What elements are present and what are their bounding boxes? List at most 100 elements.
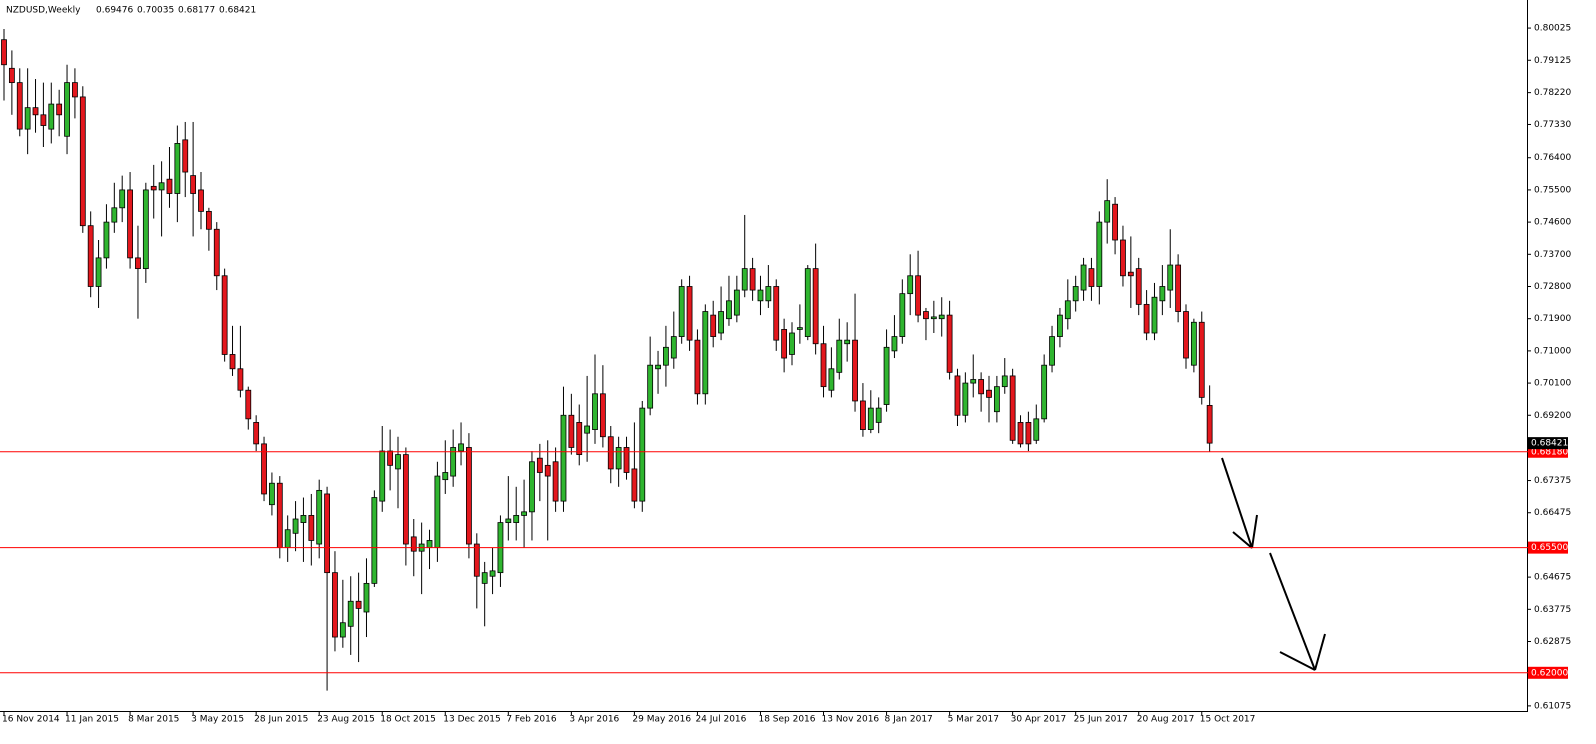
candle-body [8,67,15,84]
candle-body [473,543,480,577]
candle-body [670,336,677,359]
candle-body [190,175,197,194]
candle-body [347,600,354,627]
candle-body [607,436,614,470]
header: NZDUSD,Weekly 0.69476 0.70035 0.68177 0.… [6,6,256,16]
candle-body [891,336,898,352]
candle-body [765,286,772,302]
candle-body [860,400,866,430]
candle-body [1127,271,1134,277]
candle-body [923,311,929,320]
candle-body [410,536,417,552]
candle-body [1057,314,1063,337]
candle-body [276,482,283,549]
candle-body [1135,268,1142,305]
candle-body [804,268,811,337]
y-tick-label: 0.72800 [1534,282,1571,292]
candle-body [678,286,685,337]
header-high: 0.70035 [137,6,174,16]
candle-body [1088,268,1095,287]
candle-body [993,386,1000,413]
candle-body [781,329,788,359]
candle-body [1198,321,1205,398]
candle-body [332,572,338,638]
candle-body [828,368,835,391]
candle-body [395,454,401,470]
candle-body [592,393,598,430]
candle-body [978,379,985,395]
candle-body [615,447,622,470]
candle-body [1175,264,1182,312]
candle-body [1143,303,1150,334]
candle-body [796,327,803,330]
candle-body [253,422,260,445]
candle-body [836,339,843,373]
candle-body [1072,286,1079,302]
candle-body [749,268,756,291]
candle-body [536,457,543,473]
y-tick-label: 0.73700 [1534,250,1571,260]
y-tick-label: 0.70100 [1534,379,1571,389]
candle-body [1041,364,1048,420]
candle-body [986,389,992,398]
x-tick-label: 25 Jun 2017 [1074,715,1128,725]
candle-body [954,375,961,416]
candle-body [489,570,496,577]
candle-body [95,257,102,287]
candle-body [316,489,323,545]
candle-body [205,210,212,230]
candle-body [1096,221,1103,287]
level-label-box [1528,541,1568,554]
candle-body [883,346,890,405]
candle-body [529,461,535,513]
candle-body [631,468,638,502]
candle-body [72,82,78,98]
header-close: 0.68421 [219,6,256,16]
candle-body [103,221,110,259]
x-tick-label: 13 Dec 2015 [443,715,501,725]
candle-body [245,389,252,420]
x-tick-label: 11 Jan 2015 [65,715,119,725]
candle-body [930,316,937,320]
y-tick-label: 0.79125 [1534,56,1571,66]
candle-body [647,364,654,409]
candle-body [135,257,141,270]
candle-body [907,275,914,295]
candle-body [521,511,527,516]
candle-body [1080,264,1087,291]
candle-body [119,189,126,209]
candle-body [198,189,204,212]
level-label: 0.65500 [1531,543,1568,553]
candle-body [150,185,157,191]
candle-body [355,600,362,609]
candle-body [962,382,969,416]
symbol-label: NZDUSD,Weekly [6,6,81,16]
candle-body [915,275,921,316]
candle-body [844,339,851,345]
x-tick-label: 5 Mar 2017 [948,715,999,725]
candle-body [182,139,189,173]
candle-body [560,414,567,502]
header-open: 0.69476 [96,6,133,16]
candle-body [111,207,118,223]
plot-area [1,28,1213,691]
x-tick-label: 8 Jan 2017 [885,715,933,725]
x-tick-label: 20 Aug 2017 [1137,715,1195,725]
candle-body [513,515,520,523]
candle-body [1001,375,1008,388]
candle-body [584,425,591,434]
candle-body [32,107,39,116]
candle-body [576,422,583,456]
candle-body [852,339,858,402]
candle-body [292,518,299,534]
y-tick-label: 0.67375 [1534,476,1571,486]
candle-body [300,515,307,523]
candle-body [442,472,449,481]
y-tick-label: 0.80025 [1534,24,1571,34]
y-tick-label: 0.74600 [1534,218,1571,228]
x-tick-label: 28 Jun 2015 [254,715,308,725]
y-tick-label: 0.77330 [1534,120,1571,130]
candle-body [450,447,457,477]
candle-body [237,368,244,391]
